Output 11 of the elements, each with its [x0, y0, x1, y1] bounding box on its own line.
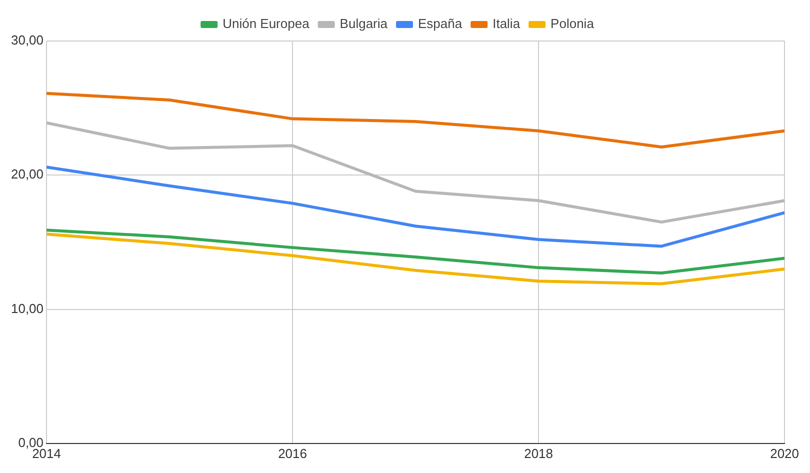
y-tick-label: 10,00: [10, 300, 44, 316]
y-tick-label: 30,00: [10, 32, 44, 48]
x-tick-label: 2018: [524, 446, 553, 461]
legend-label: Italia: [492, 16, 521, 32]
x-tick-label: 2016: [278, 446, 307, 461]
y-tick-label: 20,00: [10, 166, 44, 182]
legend-label: España: [418, 16, 463, 32]
legend-label: Bulgaria: [340, 16, 388, 32]
legend-label: Unión Europea: [222, 16, 310, 32]
x-tick-label: 2020: [770, 446, 799, 461]
legend-label: Polonia: [550, 16, 595, 32]
